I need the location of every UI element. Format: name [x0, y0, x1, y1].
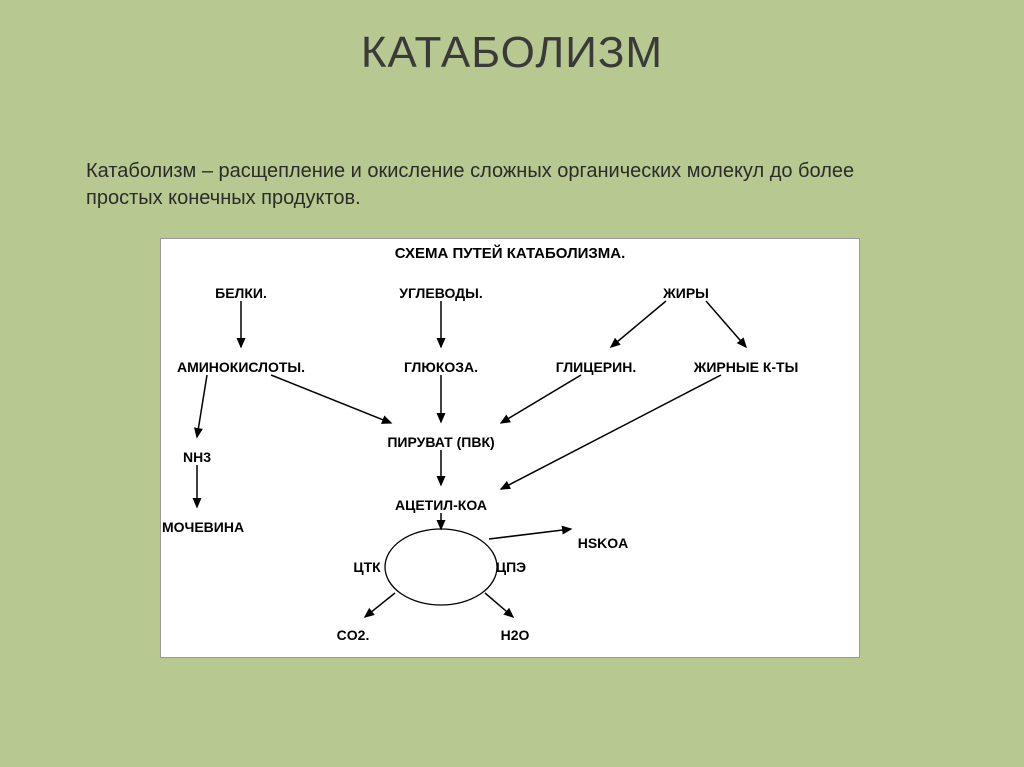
node-glukoza: ГЛЮКОЗА.	[404, 359, 478, 375]
node-co2: CO2.	[337, 627, 370, 643]
edge-12	[489, 529, 571, 539]
edge-4	[197, 375, 207, 437]
node-hskoa: HSKOA	[578, 535, 629, 551]
edge-14	[485, 593, 513, 617]
node-glicerin: ГЛИЦЕРИН.	[556, 359, 636, 375]
diagram-title: СХЕМА ПУТЕЙ КАТАБОЛИЗМА.	[161, 245, 859, 262]
edge-2	[611, 301, 666, 347]
catabolism-diagram: СХЕМА ПУТЕЙ КАТАБОЛИЗМА. БЕЛКИ. УГЛЕВОДЫ.…	[160, 238, 860, 658]
node-mochevina: МОЧЕВИНА	[162, 519, 244, 535]
edge-13	[365, 593, 395, 617]
subtitle-text: Катаболизм – расщепление и окисление сло…	[86, 158, 886, 212]
node-zhir_k: ЖИРНЫЕ К-ТЫ	[694, 359, 799, 375]
edge-3	[706, 301, 746, 347]
slide: КАТАБОЛИЗМ Катаболизм – расщепление и ок…	[0, 0, 1024, 767]
node-belki: БЕЛКИ.	[215, 285, 267, 301]
node-nh3: NH3	[183, 449, 211, 465]
node-amino: АМИНОКИСЛОТЫ.	[177, 359, 305, 375]
node-zhiry: ЖИРЫ	[663, 285, 709, 301]
diagram-arrows	[161, 239, 861, 659]
edge-7	[501, 375, 581, 423]
node-ctk: ЦТК	[353, 559, 380, 575]
cycle-ellipse	[385, 529, 497, 605]
edge-5	[271, 375, 391, 423]
node-cpe: ЦПЭ	[496, 559, 526, 575]
edge-10	[501, 375, 721, 489]
node-piruvat: ПИРУВАТ (ПВК)	[387, 434, 494, 450]
node-h2o: H2O	[501, 627, 530, 643]
node-uglevody: УГЛЕВОДЫ.	[399, 285, 483, 301]
node-acetil: АЦЕТИЛ-КОА	[395, 497, 487, 513]
page-title: КАТАБОЛИЗМ	[0, 0, 1024, 78]
